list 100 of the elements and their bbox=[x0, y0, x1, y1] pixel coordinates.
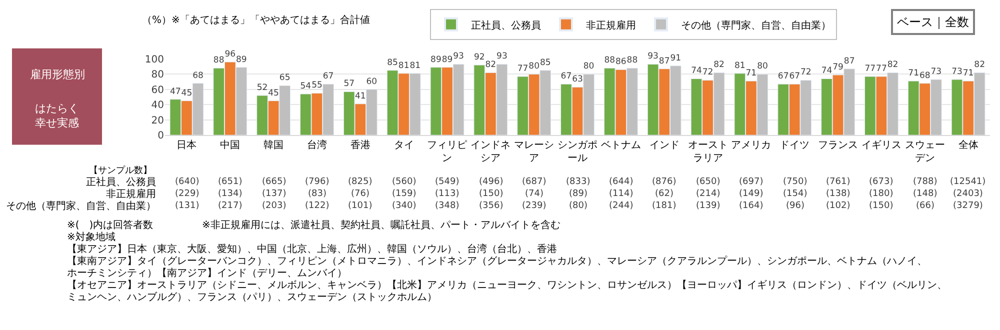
data-label: 67 bbox=[789, 72, 800, 82]
text: (697) bbox=[739, 177, 764, 187]
text: (203) bbox=[262, 201, 286, 211]
text: (560) bbox=[392, 177, 416, 187]
text: 雇用形態別 bbox=[30, 68, 85, 81]
text: (214) bbox=[696, 189, 720, 199]
text: (159) bbox=[392, 189, 416, 199]
text: (217) bbox=[218, 201, 242, 211]
text: (644) bbox=[609, 177, 634, 187]
text: (137) bbox=[262, 189, 286, 199]
text: (134) bbox=[218, 189, 242, 199]
text: (356) bbox=[479, 201, 504, 211]
x-tick-label: 韓国 bbox=[264, 139, 284, 152]
data-label: 77 bbox=[876, 64, 887, 74]
text: ※非正規雇用には、派遣社員、契約社員、嘱託社員、パート・アルバイトを含む bbox=[202, 219, 560, 231]
data-label: 67 bbox=[560, 72, 572, 82]
text: (2403) bbox=[953, 189, 983, 199]
data-label: 67 bbox=[778, 72, 789, 82]
data-label: 54 bbox=[300, 81, 312, 92]
text: (665) bbox=[262, 177, 286, 187]
y-tick-label: 40 bbox=[151, 100, 164, 112]
x-tick-label: アメリカ bbox=[731, 140, 772, 152]
data-label: 52 bbox=[256, 82, 268, 93]
data-label: 74 bbox=[691, 66, 702, 76]
data-label: 65 bbox=[279, 73, 290, 84]
text: 【東アジア】日本（東京、大阪、愛知）、中国（北京、上海、広州）、韓国（ソウル）、台湾（台北）、香港 bbox=[67, 243, 557, 255]
text: (76) bbox=[351, 189, 370, 199]
data-label: 47 bbox=[170, 86, 181, 97]
data-label: 81 bbox=[410, 60, 421, 71]
data-label: 57 bbox=[344, 79, 355, 90]
legend-label: 正社員、公務員 bbox=[471, 19, 541, 32]
text: (131) bbox=[175, 201, 200, 211]
x-tick-label: フィリピン bbox=[427, 140, 468, 164]
text: (3279) bbox=[953, 201, 983, 211]
data-label: 79 bbox=[832, 62, 844, 72]
y-tick-label: 20 bbox=[151, 115, 164, 126]
x-tick-label: フランス bbox=[818, 140, 858, 152]
text: (139) bbox=[696, 201, 720, 211]
y-tick-label: 80 bbox=[151, 70, 164, 81]
text: (74) bbox=[525, 189, 544, 199]
data-label: 71 bbox=[746, 68, 757, 78]
data-label: 82 bbox=[887, 60, 898, 70]
data-label: 72 bbox=[702, 68, 714, 78]
data-label: 81 bbox=[734, 60, 746, 71]
data-label: 68 bbox=[919, 70, 930, 81]
x-tick-label: シンガポール bbox=[558, 140, 598, 164]
text: (788) bbox=[913, 177, 938, 187]
legend-label: 非正規雇用 bbox=[586, 19, 636, 32]
text: (687) bbox=[522, 177, 546, 187]
text: 【サンプル数】 bbox=[89, 165, 152, 176]
text: (154) bbox=[783, 189, 808, 199]
data-label: 89 bbox=[430, 54, 442, 65]
text: (164) bbox=[739, 201, 764, 211]
data-label: 85 bbox=[387, 58, 398, 68]
text: (150) bbox=[869, 201, 894, 211]
x-tick-label: ドイツ bbox=[780, 140, 810, 152]
data-label: 63 bbox=[572, 74, 583, 85]
data-label: 82 bbox=[714, 60, 724, 70]
x-tick-label: インドネシア bbox=[470, 140, 511, 164]
data-label: 87 bbox=[658, 56, 670, 66]
data-label: 93 bbox=[496, 52, 508, 62]
text: (876) bbox=[652, 177, 676, 187]
data-label: 41 bbox=[354, 91, 366, 102]
data-label: 81 bbox=[398, 60, 410, 71]
text: 【オセアニア】オーストラリア（シドニー、メルボルン、キャンベラ）【北米】アメリカ（ニューヨーク、ワシントン、ロサンゼルス）【ヨーロッパ】イギリス（ロンドン）、ドイツ（ベルリン、ミュンヘン、ハンブルグ）、フランス（パリ）、スウェーデン（ストックホルム） bbox=[67, 279, 947, 303]
data-label: 89 bbox=[442, 54, 453, 65]
data-label: 82 bbox=[485, 60, 496, 70]
text: (122) bbox=[305, 201, 330, 211]
x-tick-label: タイ bbox=[394, 140, 414, 152]
text: (549) bbox=[435, 177, 460, 187]
text: ベース｜全数 bbox=[897, 15, 969, 29]
x-tick-label: 台湾 bbox=[306, 139, 327, 152]
data-label: 87 bbox=[844, 56, 855, 66]
text: (180) bbox=[869, 189, 894, 199]
y-tick-label: 0 bbox=[158, 130, 164, 142]
text: (80) bbox=[569, 201, 588, 211]
text: 非正規雇用 bbox=[106, 188, 156, 200]
text: (496) bbox=[479, 177, 504, 187]
text: はたらく幸せ実感 bbox=[35, 102, 79, 130]
text: (761) bbox=[826, 177, 850, 187]
data-label: 72 bbox=[800, 68, 812, 78]
text: (113) bbox=[435, 189, 460, 199]
text: ※( )内は回答者数 bbox=[67, 219, 154, 231]
text: (96) bbox=[786, 201, 804, 211]
x-tick-label: イギリス bbox=[861, 139, 902, 152]
text: (640) bbox=[175, 177, 200, 187]
text: (244) bbox=[609, 201, 634, 211]
text: (651) bbox=[218, 177, 242, 187]
text: (796) bbox=[305, 177, 330, 187]
data-label: 71 bbox=[962, 68, 974, 78]
text: (825) bbox=[348, 177, 372, 187]
x-tick-label: 中国 bbox=[220, 139, 240, 152]
text: (149) bbox=[739, 189, 764, 199]
data-label: 82 bbox=[974, 60, 985, 70]
text: (89) bbox=[569, 189, 588, 199]
data-label: 67 bbox=[322, 72, 334, 82]
data-label: 88 bbox=[213, 56, 224, 66]
data-label: 92 bbox=[474, 52, 485, 62]
text: (340) bbox=[392, 201, 416, 211]
x-tick-label: 全体 bbox=[958, 139, 978, 152]
